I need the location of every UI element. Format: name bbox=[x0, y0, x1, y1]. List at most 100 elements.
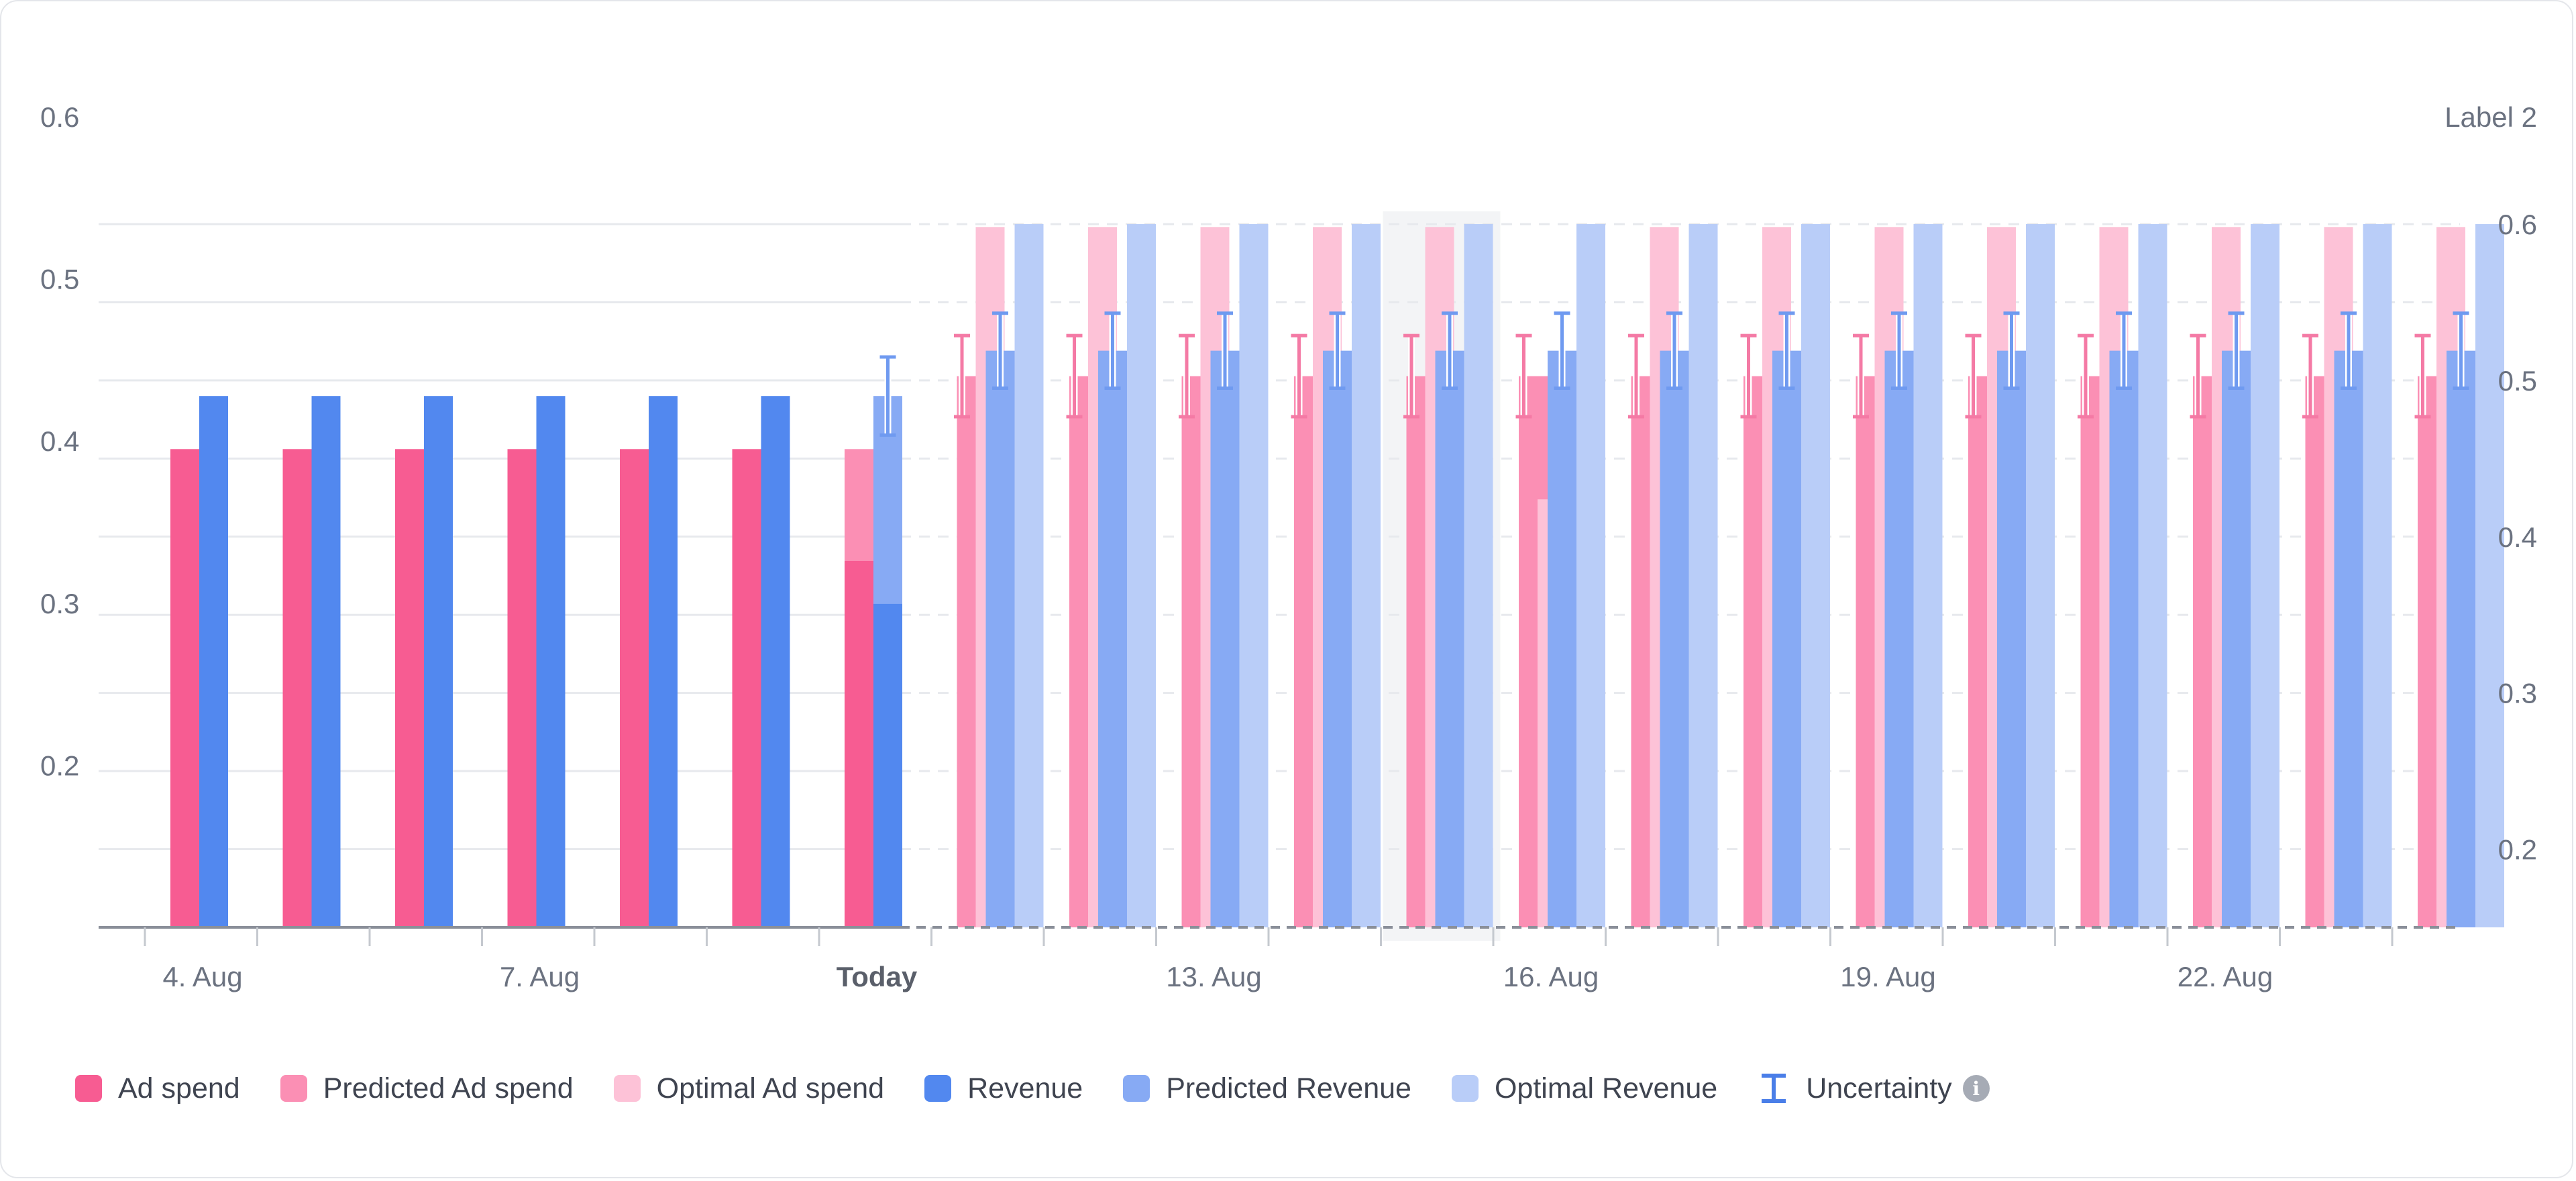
uncertainty-predicted-ad-spend-11 bbox=[1403, 333, 1419, 419]
legend-label: Revenue bbox=[967, 1072, 1083, 1105]
bar-predicted-revenue-14 bbox=[1772, 350, 1801, 927]
bar-revenue-5 bbox=[761, 396, 790, 927]
legend-swatch bbox=[280, 1075, 307, 1102]
bar-ad-spend-0 bbox=[170, 449, 199, 927]
uncertainty-predicted-revenue-7 bbox=[992, 311, 1008, 391]
y-left-tick-label: 0.4 bbox=[40, 425, 79, 457]
x-tick-label: 16. Aug bbox=[1503, 961, 1599, 992]
legend-swatch bbox=[613, 1075, 641, 1102]
bar-optimal-revenue-18 bbox=[2251, 224, 2279, 927]
uncertainty-predicted-ad-spend-18 bbox=[2190, 333, 2206, 419]
info-icon[interactable]: i bbox=[1962, 1075, 1990, 1102]
legend-label: Predicted Ad spend bbox=[323, 1072, 574, 1105]
bar-optimal-revenue-17 bbox=[2138, 224, 2167, 927]
bar-predicted-revenue-18 bbox=[2222, 350, 2251, 927]
bar-optimal-revenue-7 bbox=[1014, 224, 1044, 927]
bar-optimal-revenue-12 bbox=[1576, 224, 1605, 927]
bar-optimal-revenue-8 bbox=[1127, 224, 1156, 927]
uncertainty-predicted-ad-spend-9 bbox=[1179, 333, 1195, 419]
legend-uncertainty[interactable]: Uncertainty i bbox=[1758, 1072, 1990, 1105]
uncertainty-predicted-revenue-20 bbox=[2453, 311, 2469, 391]
bar-optimal-revenue-10 bbox=[1352, 224, 1381, 927]
x-tick-label: 7. Aug bbox=[500, 961, 580, 992]
y-right-axis-label: Label 2 bbox=[2445, 101, 2537, 133]
uncertainty-predicted-revenue-19 bbox=[2341, 311, 2357, 391]
bar-optimal-revenue-15 bbox=[1913, 224, 1943, 927]
bar-ad-spend-today-actual bbox=[845, 560, 873, 927]
x-tick-label: 13. Aug bbox=[1166, 961, 1261, 992]
uncertainty-predicted-revenue-6 bbox=[879, 355, 896, 437]
bar-predicted-revenue-16 bbox=[1997, 350, 2026, 927]
y-left-tick-label: 0.3 bbox=[40, 588, 79, 619]
uncertainty-predicted-revenue-18 bbox=[2228, 311, 2245, 391]
uncertainty-predicted-ad-spend-14 bbox=[1740, 333, 1757, 419]
chart: 4. Aug 7. Aug Today 13. Aug 16. Aug 19. Aug 22… bbox=[40, 101, 2537, 992]
bar-predicted-revenue-15 bbox=[1884, 350, 1914, 927]
bar-predicted-revenue-11 bbox=[1435, 350, 1464, 927]
uncertainty-predicted-ad-spend-12 bbox=[1515, 333, 1532, 419]
uncertainty-predicted-revenue-13 bbox=[1666, 311, 1682, 391]
bar-optimal-revenue-20 bbox=[2475, 224, 2504, 927]
bar-optimal-revenue-9 bbox=[1239, 224, 1269, 927]
bar-revenue-2 bbox=[424, 396, 453, 927]
x-tick-label: 22. Aug bbox=[2178, 961, 2273, 992]
uncertainty-predicted-revenue-16 bbox=[2003, 311, 2020, 391]
legend-swatch bbox=[75, 1075, 102, 1102]
bar-predicted-revenue-13 bbox=[1660, 350, 1689, 927]
bar-revenue-3 bbox=[536, 396, 566, 927]
bar-predicted-revenue-12 bbox=[1548, 350, 1576, 927]
y-left-tick-label: 0.6 bbox=[40, 101, 79, 133]
y-right-tick-label: 0.3 bbox=[2498, 678, 2537, 709]
legend-ad-spend[interactable]: Ad spend bbox=[75, 1072, 240, 1105]
y-left-tick-label: 0.2 bbox=[40, 750, 79, 781]
bar-predicted-revenue-8 bbox=[1098, 350, 1127, 927]
bar-ad-spend-3 bbox=[507, 449, 537, 927]
legend-label: Optimal Revenue bbox=[1494, 1072, 1718, 1105]
bar-optimal-revenue-19 bbox=[2363, 224, 2392, 927]
bar-predicted-revenue-7 bbox=[985, 350, 1015, 927]
uncertainty-predicted-revenue-14 bbox=[1778, 311, 1795, 391]
bar-predicted-revenue-19 bbox=[2334, 350, 2363, 927]
bar-revenue-today-actual bbox=[873, 603, 902, 927]
bar-ad-spend-2 bbox=[395, 449, 424, 927]
bar-ad-spend-5 bbox=[732, 449, 761, 927]
bar-revenue-0 bbox=[199, 396, 228, 927]
x-tick-label: 19. Aug bbox=[1840, 961, 1935, 992]
uncertainty-predicted-ad-spend-19 bbox=[2302, 333, 2318, 419]
chart-legend: Ad spend Predicted Ad spend Optimal Ad spe… bbox=[75, 1068, 1990, 1109]
legend-predicted-ad-spend[interactable]: Predicted Ad spend bbox=[280, 1072, 574, 1105]
legend-revenue[interactable]: Revenue bbox=[924, 1072, 1083, 1105]
uncertainty-predicted-revenue-15 bbox=[1891, 311, 1907, 391]
bar-predicted-revenue-17 bbox=[2109, 350, 2139, 927]
uncertainty-predicted-ad-spend-13 bbox=[1628, 333, 1644, 419]
legend-optimal-revenue[interactable]: Optimal Revenue bbox=[1451, 1072, 1718, 1105]
uncertainty-predicted-revenue-12 bbox=[1554, 311, 1570, 391]
y-right-tick-label: 0.6 bbox=[2498, 209, 2537, 240]
legend-swatch bbox=[1123, 1075, 1150, 1102]
bar-optimal-revenue-16 bbox=[2026, 224, 2055, 927]
legend-swatch bbox=[1451, 1075, 1479, 1102]
legend-swatch bbox=[924, 1075, 952, 1102]
bar-predicted-revenue-9 bbox=[1210, 350, 1240, 927]
uncertainty-predicted-revenue-10 bbox=[1329, 311, 1346, 391]
bar-revenue-4 bbox=[649, 396, 678, 927]
uncertainty-predicted-ad-spend-10 bbox=[1291, 333, 1307, 419]
legend-optimal-ad-spend[interactable]: Optimal Ad spend bbox=[613, 1072, 885, 1105]
uncertainty-predicted-revenue-8 bbox=[1104, 311, 1121, 391]
bar-predicted-revenue-10 bbox=[1323, 350, 1352, 927]
bar-ad-spend-1 bbox=[282, 449, 312, 927]
uncertainty-predicted-ad-spend-17 bbox=[2078, 333, 2094, 419]
bar-predicted-revenue-20 bbox=[2447, 350, 2475, 927]
y-right-tick-label: 0.2 bbox=[2498, 834, 2537, 866]
legend-label: Optimal Ad spend bbox=[656, 1072, 885, 1105]
x-tick-label: Today bbox=[837, 961, 918, 992]
bar-optimal-revenue-11 bbox=[1464, 224, 1493, 927]
bar-revenue-1 bbox=[311, 396, 341, 927]
uncertainty-predicted-ad-spend-7 bbox=[954, 333, 970, 419]
uncertainty-predicted-revenue-9 bbox=[1217, 311, 1233, 391]
uncertainty-predicted-ad-spend-8 bbox=[1066, 333, 1083, 419]
y-right-tick-label: 0.5 bbox=[2498, 365, 2537, 397]
legend-predicted-revenue[interactable]: Predicted Revenue bbox=[1123, 1072, 1411, 1105]
uncertainty-predicted-revenue-17 bbox=[2116, 311, 2132, 391]
